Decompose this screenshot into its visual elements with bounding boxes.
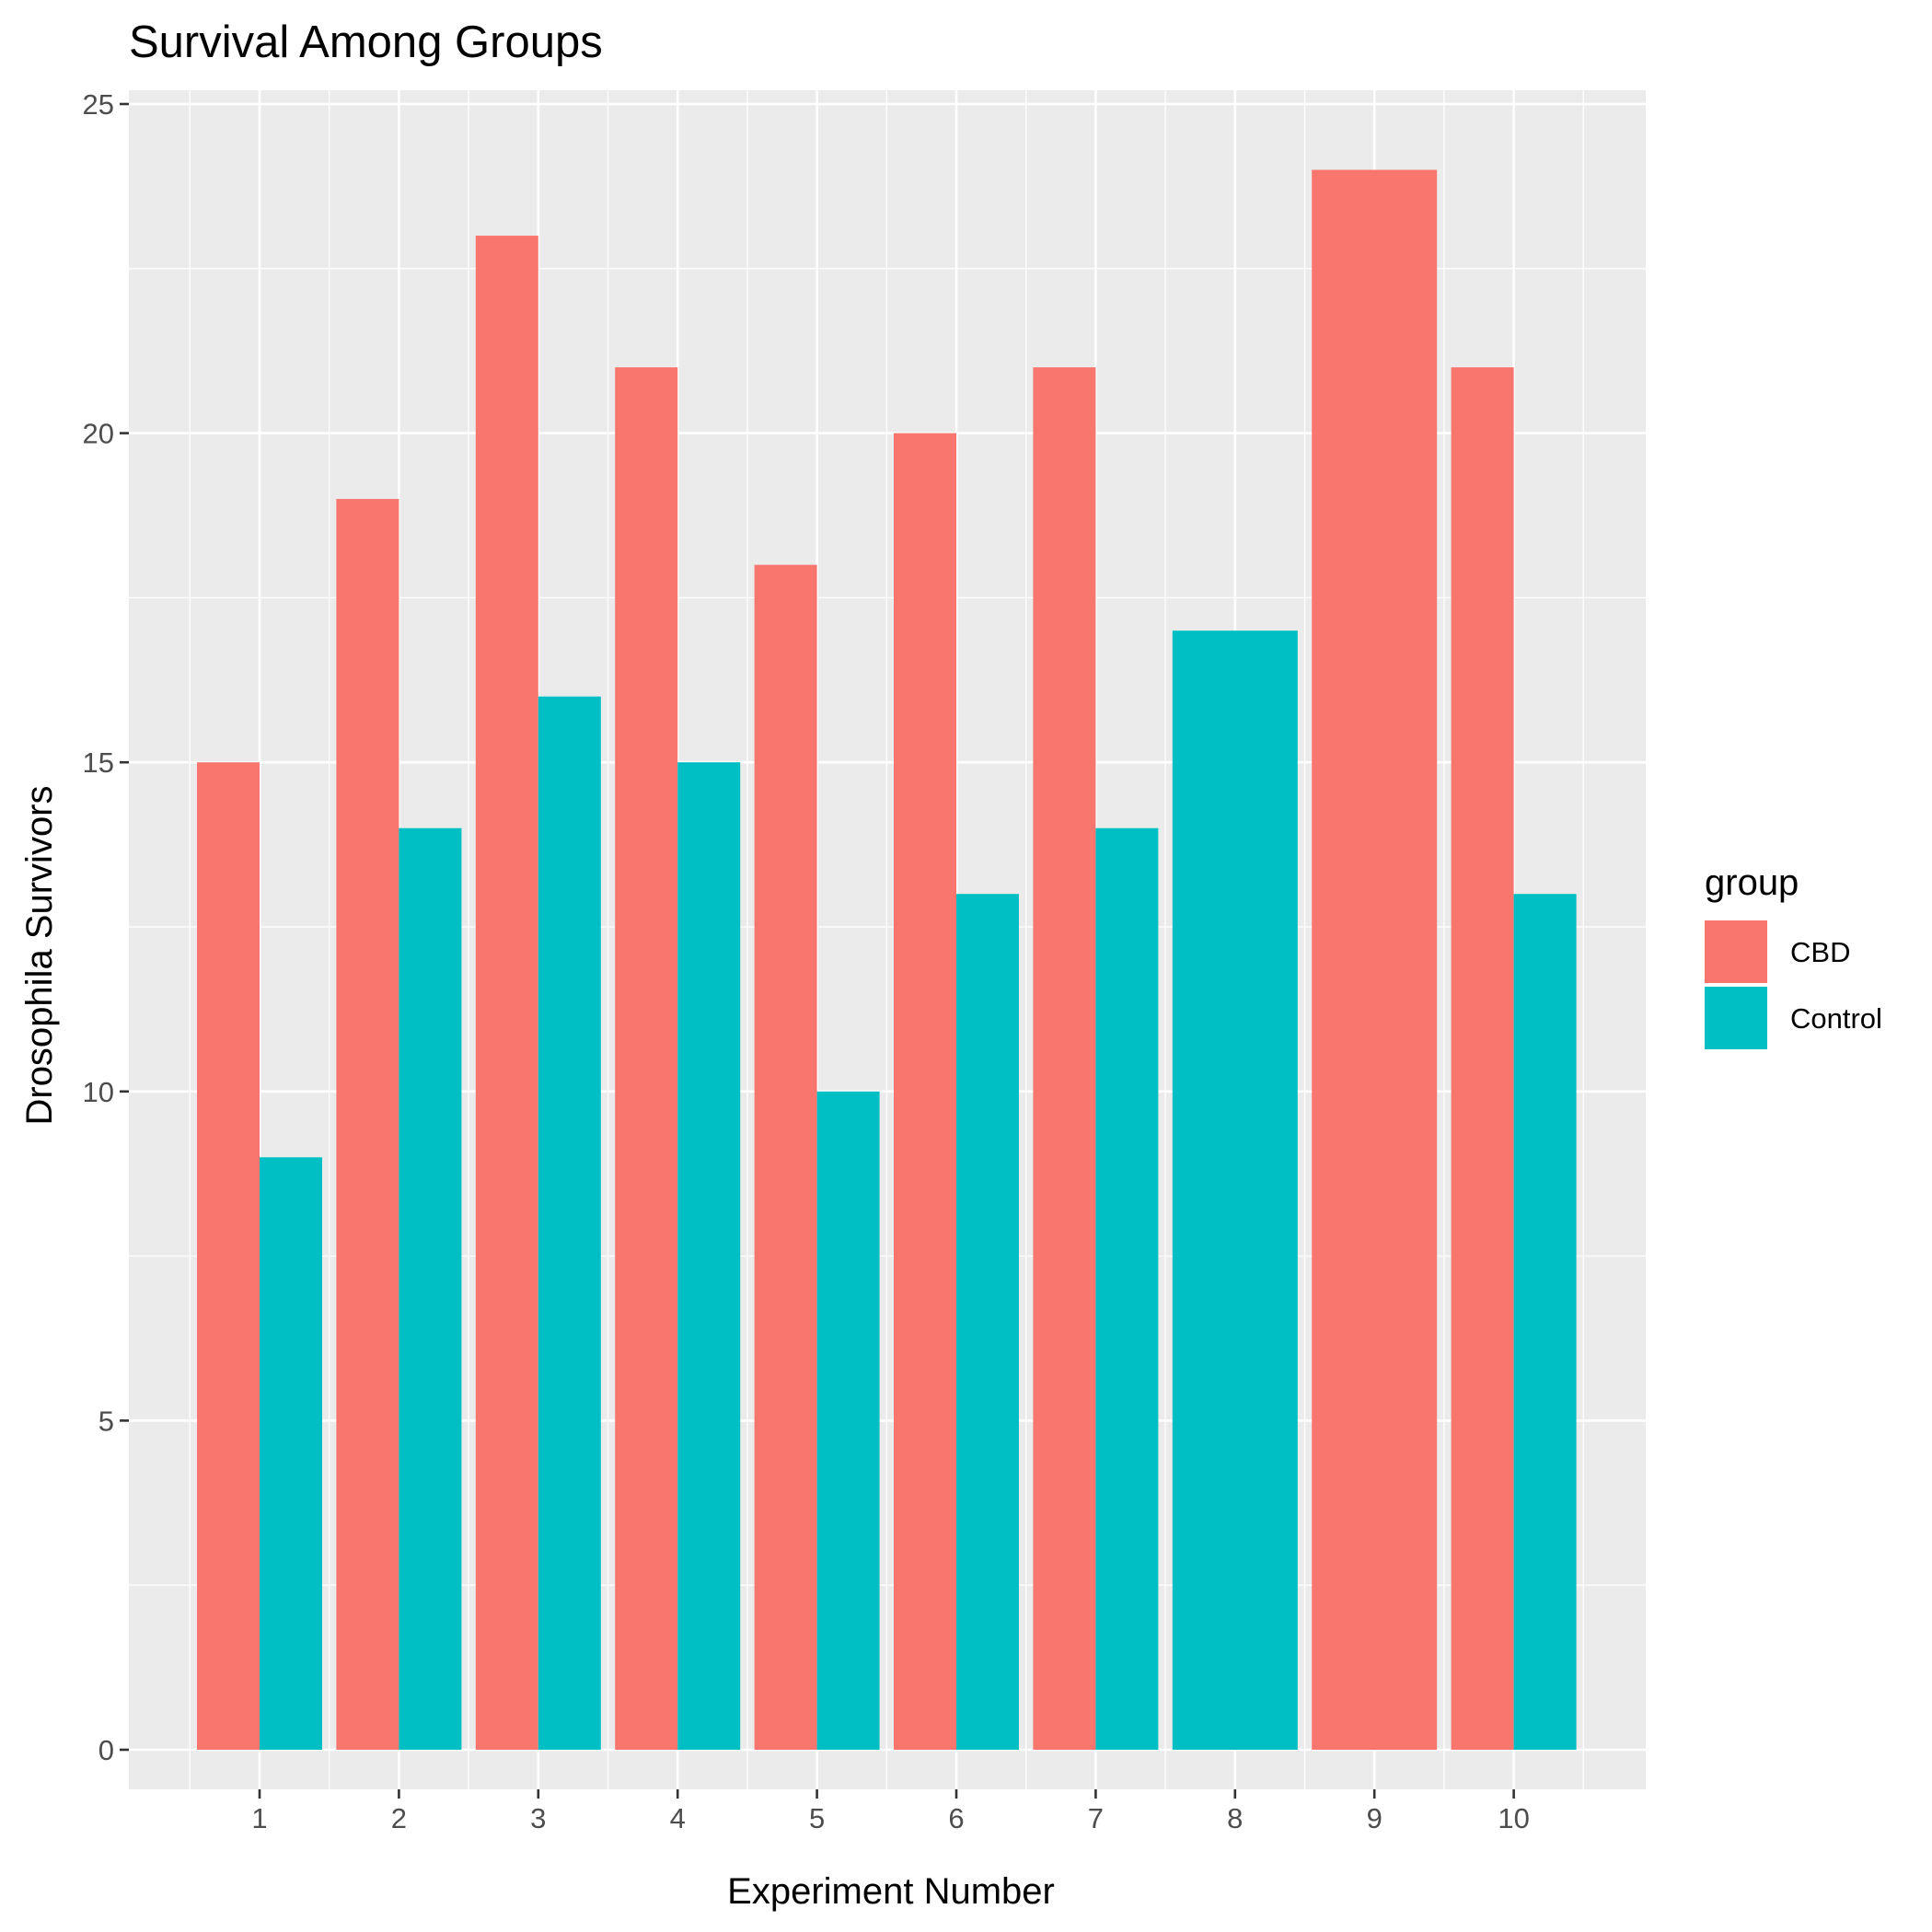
bar-control-3 [538,696,601,1751]
x-axis: 1 2 3 4 5 6 7 8 9 10 [251,1789,1530,1834]
legend-swatch-control [1705,987,1767,1049]
x-tick-label: 9 [1367,1802,1382,1834]
legend-swatch-cbd [1705,920,1767,983]
bar-control-10 [1513,894,1577,1750]
legend-label-cbd: CBD [1790,936,1850,968]
bar-control-4 [677,762,741,1751]
bar-control-2 [399,827,462,1750]
x-tick-label: 7 [1088,1802,1104,1834]
x-tick-label: 5 [809,1802,825,1834]
x-tick-label: 3 [530,1802,546,1834]
bar-cbd-10 [1451,367,1514,1751]
x-tick-label: 2 [391,1802,407,1834]
bar-cbd-1 [197,762,260,1751]
bar-cbd-9 [1312,169,1438,1750]
legend: group CBD Control [1705,862,1882,1049]
bar-control-8 [1172,631,1298,1751]
bar-control-6 [956,894,1019,1750]
x-tick-label: 1 [251,1802,267,1834]
bar-cbd-7 [1033,367,1096,1751]
chart-title: Survival Among Groups [129,17,603,67]
x-tick-label: 6 [948,1802,964,1834]
bar-control-7 [1095,827,1159,1750]
bar-control-1 [260,1157,322,1750]
x-tick-label: 4 [670,1802,686,1834]
legend-title: group [1705,862,1799,903]
x-tick-label: 8 [1227,1802,1243,1834]
legend-label-control: Control [1790,1002,1882,1035]
bar-cbd-5 [754,564,817,1750]
y-tick-label: 15 [83,746,114,779]
bar-cbd-3 [475,236,538,1750]
x-axis-title: Experiment Number [727,1871,1055,1912]
y-tick-label: 20 [83,418,114,450]
y-axis-title: Drosophila Survivors [19,785,60,1125]
bar-cbd-2 [336,499,399,1750]
y-tick-label: 25 [83,88,114,121]
bar-cbd-6 [894,433,956,1751]
x-tick-label: 10 [1498,1802,1529,1834]
bar-cbd-4 [615,367,678,1751]
y-tick-label: 5 [98,1405,114,1437]
y-tick-label: 0 [98,1734,114,1766]
bar-control-5 [816,1091,880,1750]
bars [197,169,1577,1751]
y-axis: 0 5 10 15 20 25 [83,88,129,1766]
y-tick-label: 10 [83,1076,114,1108]
